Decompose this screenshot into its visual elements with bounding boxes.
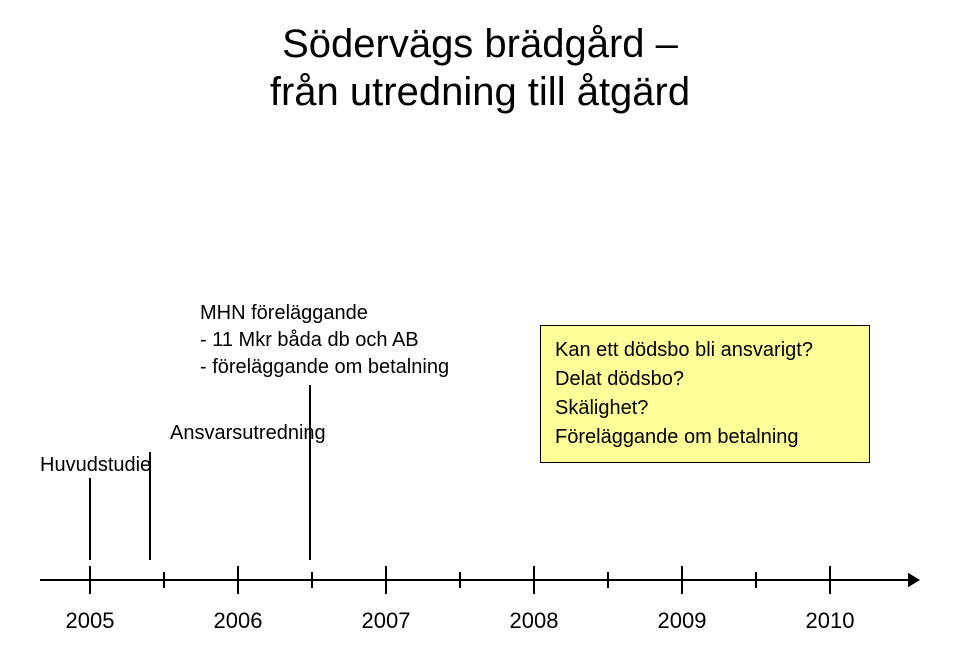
timeline-svg: 2005 2006 2007 2008 2009 2010 [40, 550, 920, 630]
year-label: 2009 [658, 608, 707, 630]
year-label: 2005 [66, 608, 115, 630]
year-label: 2010 [806, 608, 855, 630]
timeline: 2005 2006 2007 2008 2009 2010 [40, 550, 920, 630]
ansvarsutredning-label: Ansvarsutredning [170, 420, 326, 447]
year-label: 2006 [214, 608, 263, 630]
year-label: 2008 [510, 608, 559, 630]
questions-callout: Kan ett dödsbo bli ansvarigt? Delat döds… [540, 325, 870, 463]
huvudstudie-label: Huvudstudie [40, 452, 151, 479]
page-title: Södervägs brädgård – från utredning till… [0, 20, 960, 116]
mhn-forelaggande-block: MHN föreläggande - 11 Mkr båda db och AB… [200, 300, 449, 381]
year-label: 2007 [362, 608, 411, 630]
